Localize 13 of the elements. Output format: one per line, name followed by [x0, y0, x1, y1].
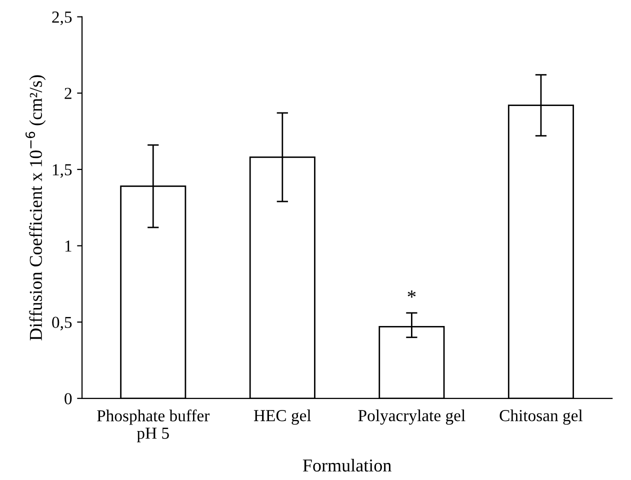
- x-tick-label: Polyacrylate gel: [358, 410, 466, 425]
- y-tick-label: 2,5: [52, 12, 72, 26]
- y-tick-label: 0: [64, 393, 72, 404]
- y-tick-label: 0,5: [52, 316, 72, 330]
- y-tick-label: 1,5: [52, 164, 72, 178]
- x-tick-label: Phosphate buffer pH 5: [97, 410, 210, 442]
- x-axis-title: Formulation: [302, 458, 392, 472]
- y-tick-label: 2: [64, 88, 72, 99]
- x-tick-label: Chitosan gel: [500, 410, 583, 425]
- annotation: *: [408, 290, 416, 298]
- y-tick-label: 1: [65, 240, 72, 252]
- y-axis-title: Diffusion Coefficient x 10$^{−6}$ (cm²/s): [26, 75, 46, 340]
- x-tick-label: HEC gel: [254, 410, 312, 425]
